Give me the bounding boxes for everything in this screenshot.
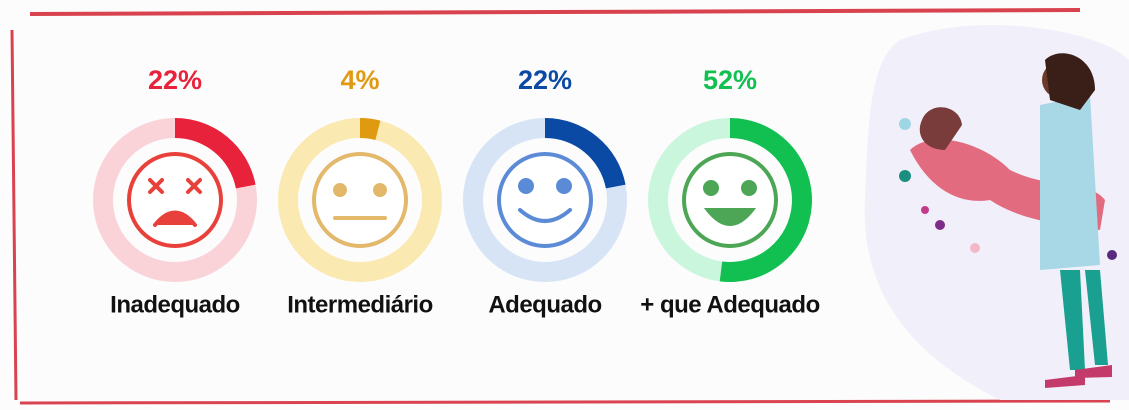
percent-label: 22% [518, 65, 572, 95]
category-label: Intermediário [287, 291, 433, 318]
category-label: Adequado [488, 291, 601, 318]
face-mais-que-adequado [684, 154, 776, 246]
face-intermediario [314, 154, 406, 246]
infographic: 22% Inadequado 4% Intermediário 22% Adequado 5… [0, 0, 1129, 410]
frame-bottom [20, 401, 1110, 403]
face-inadequado [129, 154, 221, 246]
percent-label: 4% [340, 65, 379, 95]
category-label: Inadequado [110, 291, 240, 318]
percent-label: 52% [703, 65, 757, 95]
percent-label: 22% [148, 65, 202, 95]
category-label: + que Adequado [640, 291, 819, 318]
face-adequado [499, 154, 591, 246]
